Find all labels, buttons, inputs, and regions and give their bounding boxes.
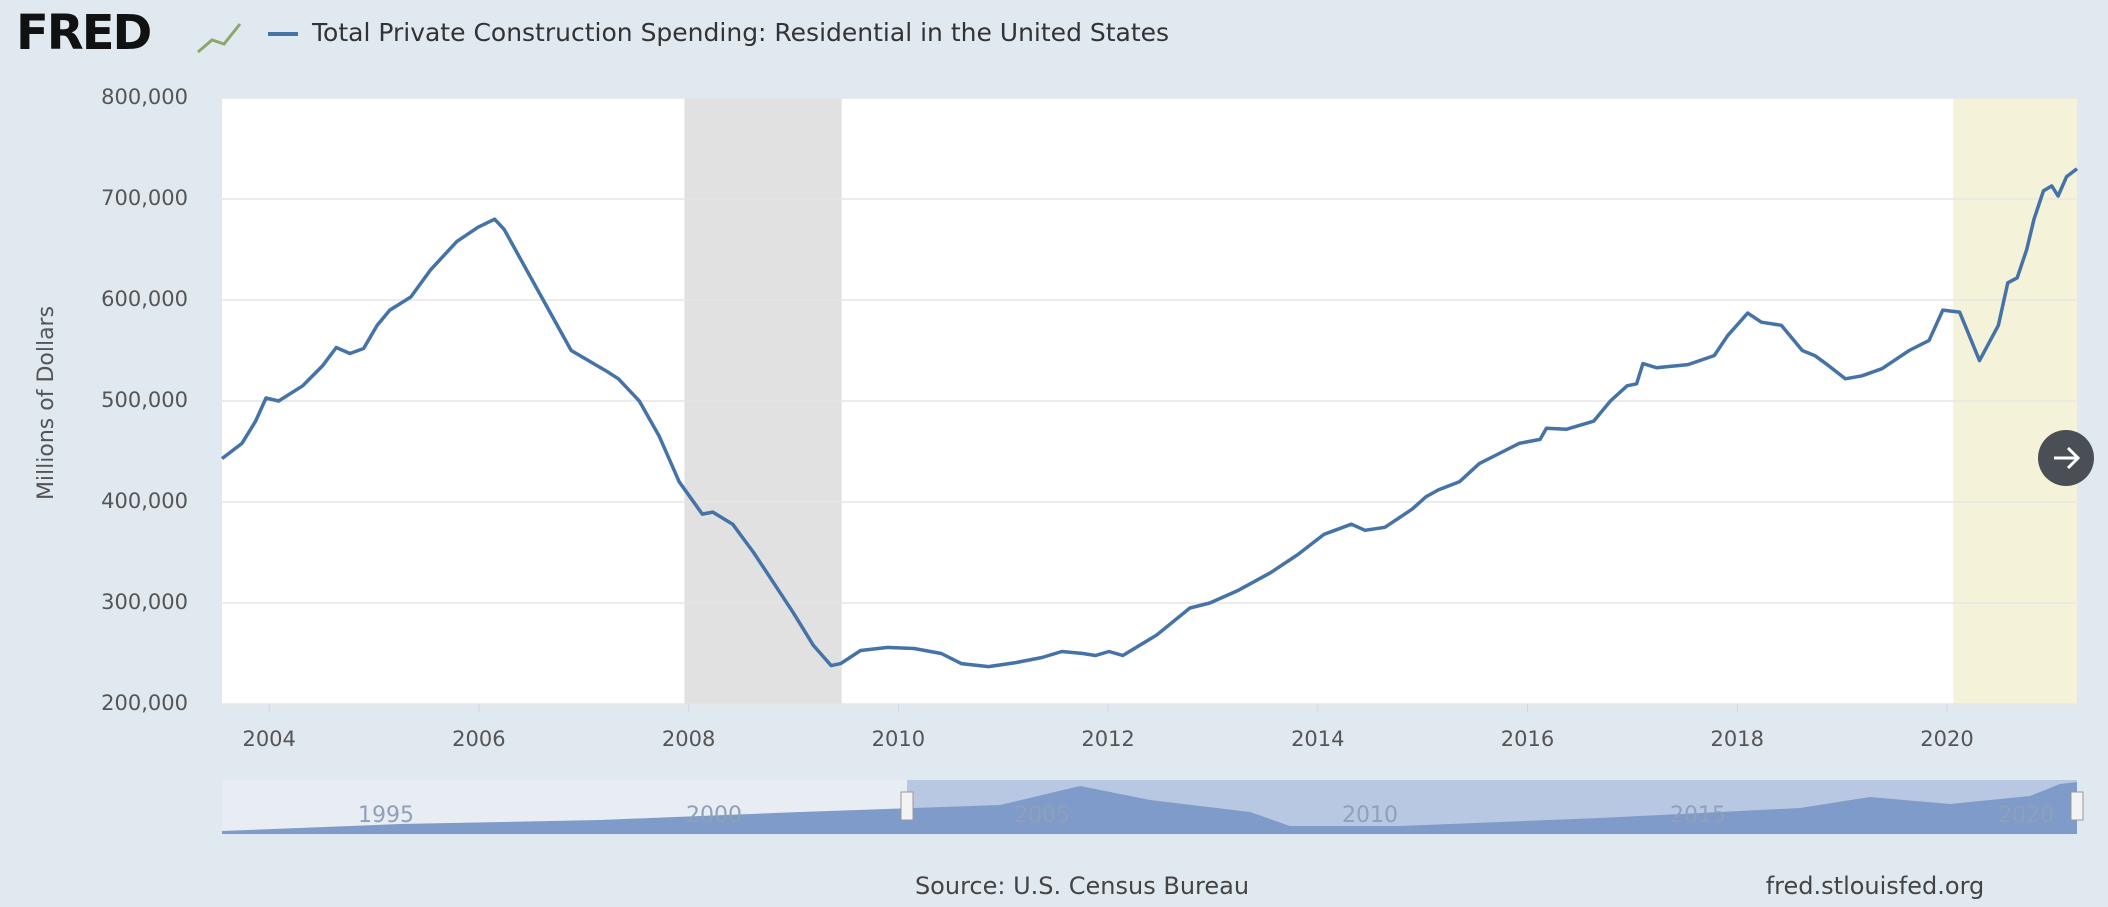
navigator-series bbox=[222, 782, 2077, 834]
navigator-label: 2005 bbox=[1014, 803, 1070, 828]
x-tick-label: 2012 bbox=[1081, 727, 1134, 751]
navigator-label: 1995 bbox=[358, 803, 414, 828]
source: Source: U.S. Census Bureau bbox=[915, 872, 1249, 900]
next-arrow bbox=[2054, 446, 2081, 470]
y-tick-label: 800,000 bbox=[101, 85, 188, 109]
x-tick-label: 2008 bbox=[662, 727, 715, 751]
y-tick-label: 700,000 bbox=[101, 186, 188, 210]
navigator-label: 2000 bbox=[686, 803, 742, 828]
x-tick-label: 2018 bbox=[1711, 727, 1764, 751]
x-tick-label: 2004 bbox=[242, 727, 295, 751]
logo: FRED bbox=[16, 5, 151, 61]
y-axis-label: Millions of Dollars bbox=[34, 306, 59, 500]
x-tick-label: 2020 bbox=[1920, 727, 1973, 751]
y-tick-label: 400,000 bbox=[101, 489, 188, 513]
navigator-handle[interactable] bbox=[2070, 791, 2084, 821]
navigator-label: 2010 bbox=[1342, 803, 1398, 828]
navigator-handle[interactable] bbox=[900, 791, 914, 821]
x-tick-label: 2014 bbox=[1291, 727, 1344, 751]
site: fred.stlouisfed.org bbox=[1766, 872, 1985, 900]
series-line bbox=[220, 167, 2079, 669]
y-tick-label: 200,000 bbox=[101, 691, 188, 715]
x-tick-label: 2006 bbox=[452, 727, 505, 751]
x-tick-label: 2010 bbox=[872, 727, 925, 751]
x-tick-label: 2016 bbox=[1501, 727, 1554, 751]
legend-label: Total Private Construction Spending: Res… bbox=[311, 18, 1169, 47]
navigator-label: 2015 bbox=[1670, 803, 1726, 828]
y-tick-label: 500,000 bbox=[101, 388, 188, 412]
logo-icon bbox=[197, 23, 242, 54]
y-tick-label: 600,000 bbox=[101, 287, 188, 311]
navigator-label: 2020 bbox=[1998, 803, 2054, 828]
y-tick-label: 300,000 bbox=[101, 590, 188, 614]
